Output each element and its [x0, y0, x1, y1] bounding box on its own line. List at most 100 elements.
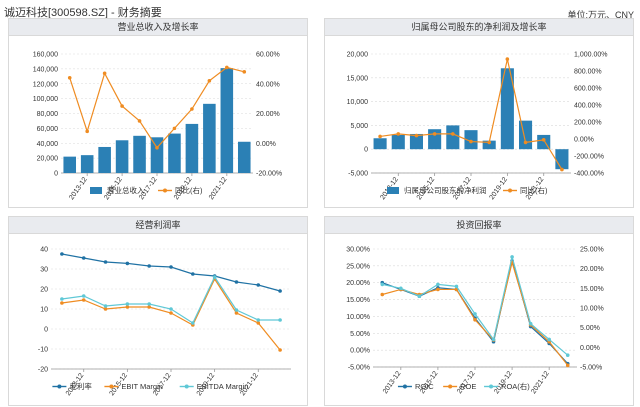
- y-tick-label: 40: [40, 247, 48, 254]
- y-tick-label: 20,000: [347, 52, 369, 59]
- y2-tick-label: -200.00%: [574, 154, 604, 161]
- y-tick-label: 40,000: [37, 141, 59, 148]
- legend-label: 营业总收入: [107, 185, 145, 195]
- chart-title: 归属母公司股东的净利润及增长率: [325, 19, 633, 36]
- bar: [98, 146, 111, 173]
- y-tick-label: 120,000: [33, 81, 58, 88]
- y2-tick-label: 10.00%: [580, 306, 604, 313]
- y2-tick-label: 600.00%: [574, 86, 602, 93]
- returns-chart: 30.00% 25.00% 20.00% 15.00% 10.00% 5.00% 0.00%…: [346, 247, 604, 396]
- y-tick-label: 0: [54, 171, 58, 178]
- data-point: [234, 280, 239, 284]
- data-point: [417, 294, 422, 298]
- data-point: [378, 134, 382, 139]
- bar: [133, 135, 146, 173]
- data-point: [454, 284, 459, 289]
- data-point: [190, 107, 194, 111]
- bar: [482, 140, 496, 150]
- data-point: [67, 76, 72, 80]
- data-point: [399, 286, 403, 291]
- y2-tick-label: 0.00%: [574, 137, 594, 144]
- data-point: [147, 302, 151, 306]
- y-tick-label: 25.00%: [346, 263, 370, 270]
- data-point: [560, 167, 564, 172]
- bar: [63, 156, 77, 173]
- data-point: [103, 304, 108, 308]
- data-point: [396, 132, 401, 136]
- data-point: [120, 104, 124, 108]
- data-point: [234, 308, 239, 312]
- series-line: [61, 253, 281, 292]
- bar: [409, 133, 423, 150]
- y2-tick-label: -20.00%: [256, 171, 282, 178]
- data-point: [469, 139, 473, 144]
- data-point: [212, 275, 217, 279]
- y2-tick-label: 20.00%: [580, 266, 604, 273]
- y-tick-label: 5,000: [350, 123, 368, 130]
- legend-label: 同比(右): [520, 185, 548, 195]
- data-point: [432, 132, 437, 136]
- data-point: [103, 307, 108, 311]
- data-point: [278, 318, 282, 322]
- y2-tick-label: 800.00%: [574, 69, 602, 76]
- data-point: [125, 261, 130, 266]
- y-tick-label: 80,000: [37, 111, 59, 118]
- bar: [185, 123, 199, 173]
- y2-tick-label: -400.00%: [574, 171, 604, 178]
- data-point: [191, 321, 195, 325]
- y-tick-label: -10: [38, 347, 48, 354]
- data-point: [125, 305, 130, 309]
- data-point: [547, 337, 551, 342]
- data-point: [278, 289, 282, 293]
- data-point: [473, 312, 477, 316]
- data-point: [137, 119, 142, 123]
- legend-swatch-dot: [448, 384, 453, 389]
- data-point: [169, 307, 173, 311]
- data-point: [102, 71, 107, 76]
- y-tick-label: 60,000: [37, 126, 59, 133]
- data-point: [510, 255, 514, 259]
- y2-tick-label: 5.00%: [580, 325, 600, 332]
- data-point: [81, 298, 86, 302]
- data-point: [436, 282, 440, 287]
- data-point: [60, 301, 64, 305]
- data-point: [256, 283, 261, 287]
- legend-swatch-dot: [163, 188, 167, 193]
- legend-swatch-dot: [508, 188, 512, 193]
- y2-tick-label: 25.00%: [580, 247, 604, 254]
- data-point: [256, 321, 261, 325]
- net-profit-chart: 20,000 15,000 10,000 5,000 0 -5,000 1,000.00% 8…: [347, 52, 608, 202]
- data-point: [473, 318, 477, 322]
- y-tick-label: 160,000: [33, 52, 58, 59]
- legend-label: ROIC: [415, 382, 434, 391]
- returns-chart-panel: 投资回报率 30.00% 25.00% 20.00% 15.00% 10.00% 5.00…: [324, 216, 634, 406]
- bar: [446, 125, 460, 150]
- legend-label: EBITDA Margin: [197, 382, 249, 391]
- data-point: [147, 305, 151, 309]
- series-line: [380, 58, 563, 170]
- data-point: [172, 126, 177, 131]
- bar: [500, 68, 514, 150]
- data-point: [60, 297, 64, 301]
- y-tick-label: 20.00%: [346, 280, 370, 287]
- data-point: [81, 294, 86, 298]
- y-tick-label: 100,000: [33, 96, 58, 103]
- data-point: [380, 282, 385, 287]
- data-point: [125, 302, 130, 306]
- y-tick-label: 0: [364, 147, 368, 154]
- y-tick-label: -20: [38, 367, 48, 374]
- page-header: 诚迈科技[300598.SZ] - 财务摘要 单位:万元、CNY: [0, 0, 640, 22]
- chart-title: 经营利润率: [9, 217, 307, 234]
- legend-swatch-dot: [184, 384, 189, 389]
- data-point: [60, 252, 64, 256]
- x-tick-label: 2013-12: [382, 370, 403, 395]
- series-line: [69, 66, 245, 149]
- page-title: 诚迈科技[300598.SZ] - 财务摘要: [4, 7, 162, 19]
- y-tick-label: 10.00%: [346, 314, 370, 321]
- data-point: [81, 256, 86, 260]
- legend-swatch-dot: [402, 384, 407, 389]
- data-point: [242, 70, 247, 74]
- bar: [519, 120, 533, 150]
- legend-label: ROA(右): [501, 381, 530, 391]
- y-tick-label: -5,000: [348, 171, 368, 178]
